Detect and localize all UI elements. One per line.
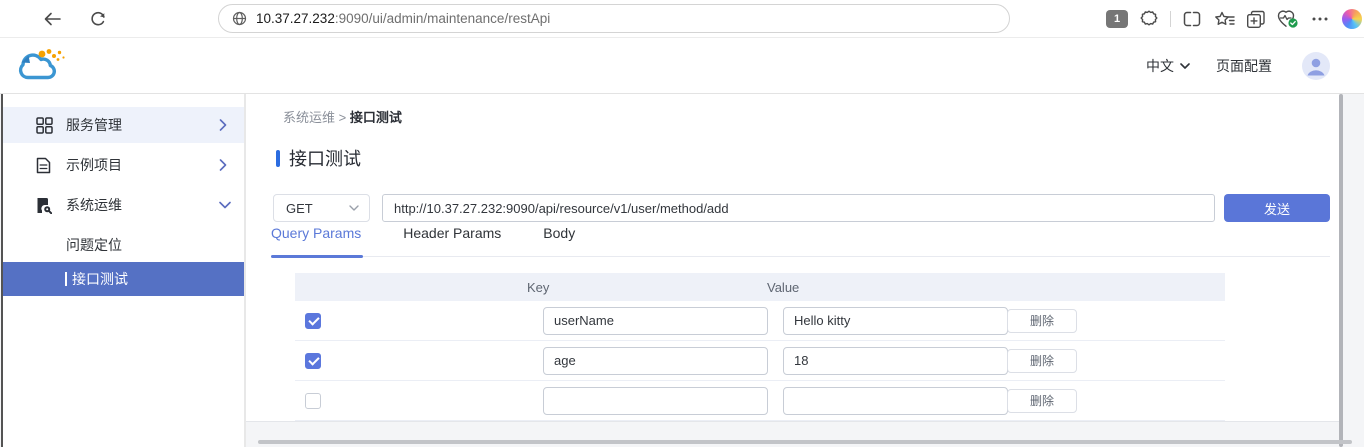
globe-icon [232, 11, 247, 26]
sidebar: 服务管理 示例项目 [3, 94, 244, 447]
sidebar-item-label: 服务管理 [66, 117, 122, 133]
row-checkbox[interactable] [305, 312, 321, 329]
value-input[interactable] [783, 306, 1008, 335]
delete-button[interactable]: 删除 [1007, 388, 1077, 413]
key-input[interactable] [543, 306, 768, 335]
key-input[interactable] [543, 386, 768, 415]
breadcrumb: 系统运维 > 接口测试 [283, 107, 402, 126]
horizontal-scrollbar[interactable] [258, 440, 1352, 444]
app-header: 中文 页面配置 [0, 38, 1364, 94]
table-row: 删除 [295, 381, 1225, 421]
sidebar-item-example-project[interactable]: 示例项目 [3, 147, 244, 183]
favorites-button[interactable] [1213, 7, 1235, 31]
extensions-button[interactable] [1138, 7, 1160, 31]
breadcrumb-parent[interactable]: 系统运维 [283, 110, 336, 125]
params-table: Key Value 删除 删除 删除 [295, 273, 1225, 421]
copilot-icon [1342, 9, 1362, 29]
sidebar-item-label: 系统运维 [66, 197, 122, 213]
sidebar-subitem-api-test[interactable]: 接口测试 [3, 262, 244, 296]
sidebar-divider [244, 94, 246, 447]
title-accent-bar [276, 149, 280, 167]
sidebar-item-label: 示例项目 [66, 157, 122, 173]
delete-button[interactable]: 删除 [1007, 348, 1077, 373]
method-select[interactable]: GET [273, 194, 370, 222]
delete-button[interactable]: 删除 [1007, 308, 1077, 333]
param-tabs: Query Params Header Params Body [271, 225, 575, 251]
row-checkbox[interactable] [305, 352, 321, 369]
page-config-link[interactable]: 页面配置 [1216, 58, 1272, 74]
main-content: 系统运维 > 接口测试 接口测试 GET 发送 Query Params Hea… [246, 94, 1364, 447]
toolbar-divider [1170, 11, 1171, 27]
tab-header-params[interactable]: Header Params [403, 225, 502, 241]
browser-back-button[interactable] [40, 7, 64, 31]
refresh-icon [91, 11, 105, 26]
breadcrumb-current: 接口测试 [349, 110, 402, 125]
vertical-scrollbar[interactable] [1339, 94, 1343, 447]
chevron-right-icon [219, 159, 227, 171]
browser-essentials-button[interactable] [1277, 7, 1299, 31]
language-label: 中文 [1146, 58, 1174, 74]
sidebar-item-system-ops[interactable]: 系统运维 [3, 187, 244, 223]
window-edge-scrollbar[interactable] [1, 94, 3, 447]
send-button[interactable]: 发送 [1224, 194, 1330, 222]
request-url-input[interactable] [382, 194, 1215, 222]
maintenance-doc-icon [36, 197, 54, 214]
row-checkbox[interactable] [305, 392, 321, 409]
page-title: 接口测试 [289, 149, 361, 169]
copilot-button[interactable] [1341, 7, 1363, 31]
app-logo-cloud-icon [18, 49, 65, 80]
value-input[interactable] [783, 346, 1008, 375]
chevron-down-icon [349, 205, 359, 211]
active-tab-underline [271, 255, 363, 258]
breadcrumb-separator: > [335, 110, 350, 125]
collections-icon [1247, 10, 1265, 28]
table-row: 删除 [295, 341, 1225, 381]
value-input[interactable] [783, 386, 1008, 415]
browser-essentials-icon [1277, 10, 1298, 28]
sidebar-subitem-label: 接口测试 [72, 271, 128, 287]
browser-toolbar: 10.37.27.232:9090/ui/admin/maintenance/r… [0, 0, 1364, 38]
split-screen-button[interactable] [1181, 7, 1203, 31]
method-value: GET [286, 200, 313, 216]
browser-url: 10.37.27.232:9090/ui/admin/maintenance/r… [256, 11, 551, 26]
sidebar-subitem-problem-locating[interactable]: 问题定位 [3, 227, 244, 263]
header-key: Key [527, 279, 550, 295]
chevron-down-icon [219, 201, 231, 209]
key-input[interactable] [543, 346, 768, 375]
sidebar-subitem-label: 问题定位 [66, 237, 122, 253]
tab-body[interactable]: Body [543, 225, 576, 241]
back-arrow-icon [44, 12, 61, 26]
table-row: 删除 [295, 301, 1225, 341]
browser-address-bar[interactable]: 10.37.27.232:9090/ui/admin/maintenance/r… [218, 4, 1010, 33]
sidebar-item-service-mgmt[interactable]: 服务管理 [3, 107, 244, 143]
tabs-divider [271, 256, 1330, 257]
grid-icon [36, 116, 54, 134]
browser-menu-button[interactable] [1309, 7, 1331, 31]
browser-refresh-button[interactable] [86, 7, 110, 31]
chevron-down-icon [1180, 63, 1190, 69]
user-avatar[interactable] [1302, 52, 1330, 80]
more-dots-icon [1312, 17, 1328, 21]
tab-query-params[interactable]: Query Params [271, 225, 362, 241]
language-selector[interactable]: 中文 [1146, 56, 1190, 76]
selected-marker [65, 272, 67, 286]
document-icon [36, 157, 54, 174]
favorites-star-icon [1214, 11, 1235, 25]
tab-counter-badge[interactable]: 1 [1106, 10, 1128, 28]
chevron-right-icon [219, 119, 227, 131]
header-value: Value [767, 279, 800, 295]
table-header-row: Key Value [295, 273, 1225, 301]
split-screen-icon [1183, 11, 1201, 27]
collections-button[interactable] [1245, 7, 1267, 31]
extensions-icon [1140, 10, 1158, 26]
